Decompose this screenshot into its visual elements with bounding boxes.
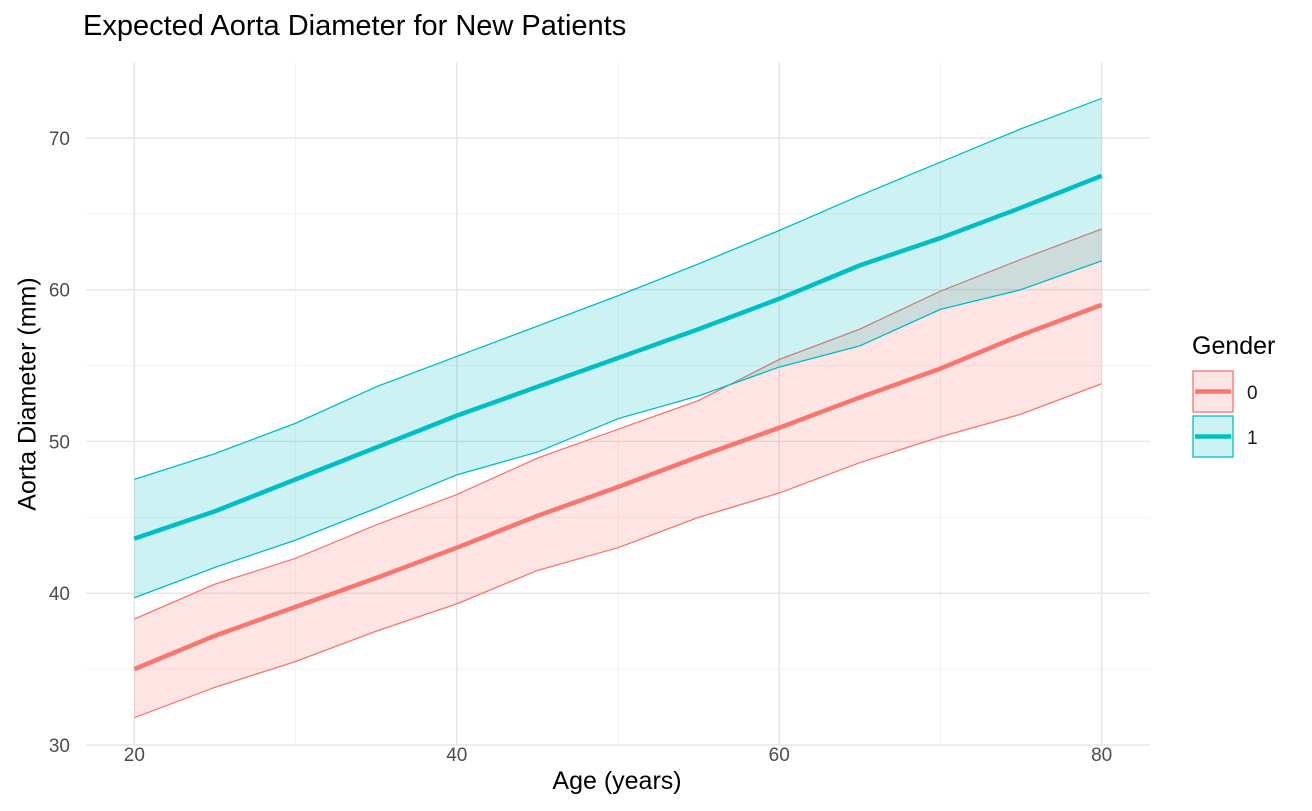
y-tick-label: 40 bbox=[49, 584, 70, 605]
y-tick-label: 30 bbox=[49, 736, 70, 757]
chart-title: Expected Aorta Diameter for New Patients bbox=[83, 10, 627, 42]
legend-label-0: 0 bbox=[1247, 383, 1258, 404]
lower-bound-line-1 bbox=[134, 260, 1102, 599]
x-tick-label: 60 bbox=[769, 745, 790, 766]
x-axis-label: Age (years) bbox=[552, 767, 682, 795]
y-tick-label: 50 bbox=[49, 432, 70, 453]
fit-line-series-0 bbox=[133, 302, 1103, 672]
upper-bound-line-0 bbox=[134, 228, 1102, 620]
x-tick-label: 40 bbox=[446, 745, 467, 766]
legend-title: Gender bbox=[1192, 332, 1276, 360]
legend-label-1: 1 bbox=[1247, 428, 1258, 449]
ribbon-series-0 bbox=[134, 228, 1102, 718]
fit-line-series-1 bbox=[133, 173, 1103, 541]
y-tick-label: 70 bbox=[49, 129, 70, 150]
upper-bound-line-1 bbox=[134, 97, 1102, 481]
lower-bound-line-0 bbox=[134, 383, 1102, 719]
y-tick-label: 60 bbox=[49, 281, 70, 302]
y-axis-label: Aorta Diameter (mm) bbox=[13, 277, 42, 511]
x-tick-label: 80 bbox=[1091, 745, 1112, 766]
ribbon-series-1 bbox=[134, 98, 1102, 598]
x-tick-label: 20 bbox=[124, 745, 145, 766]
